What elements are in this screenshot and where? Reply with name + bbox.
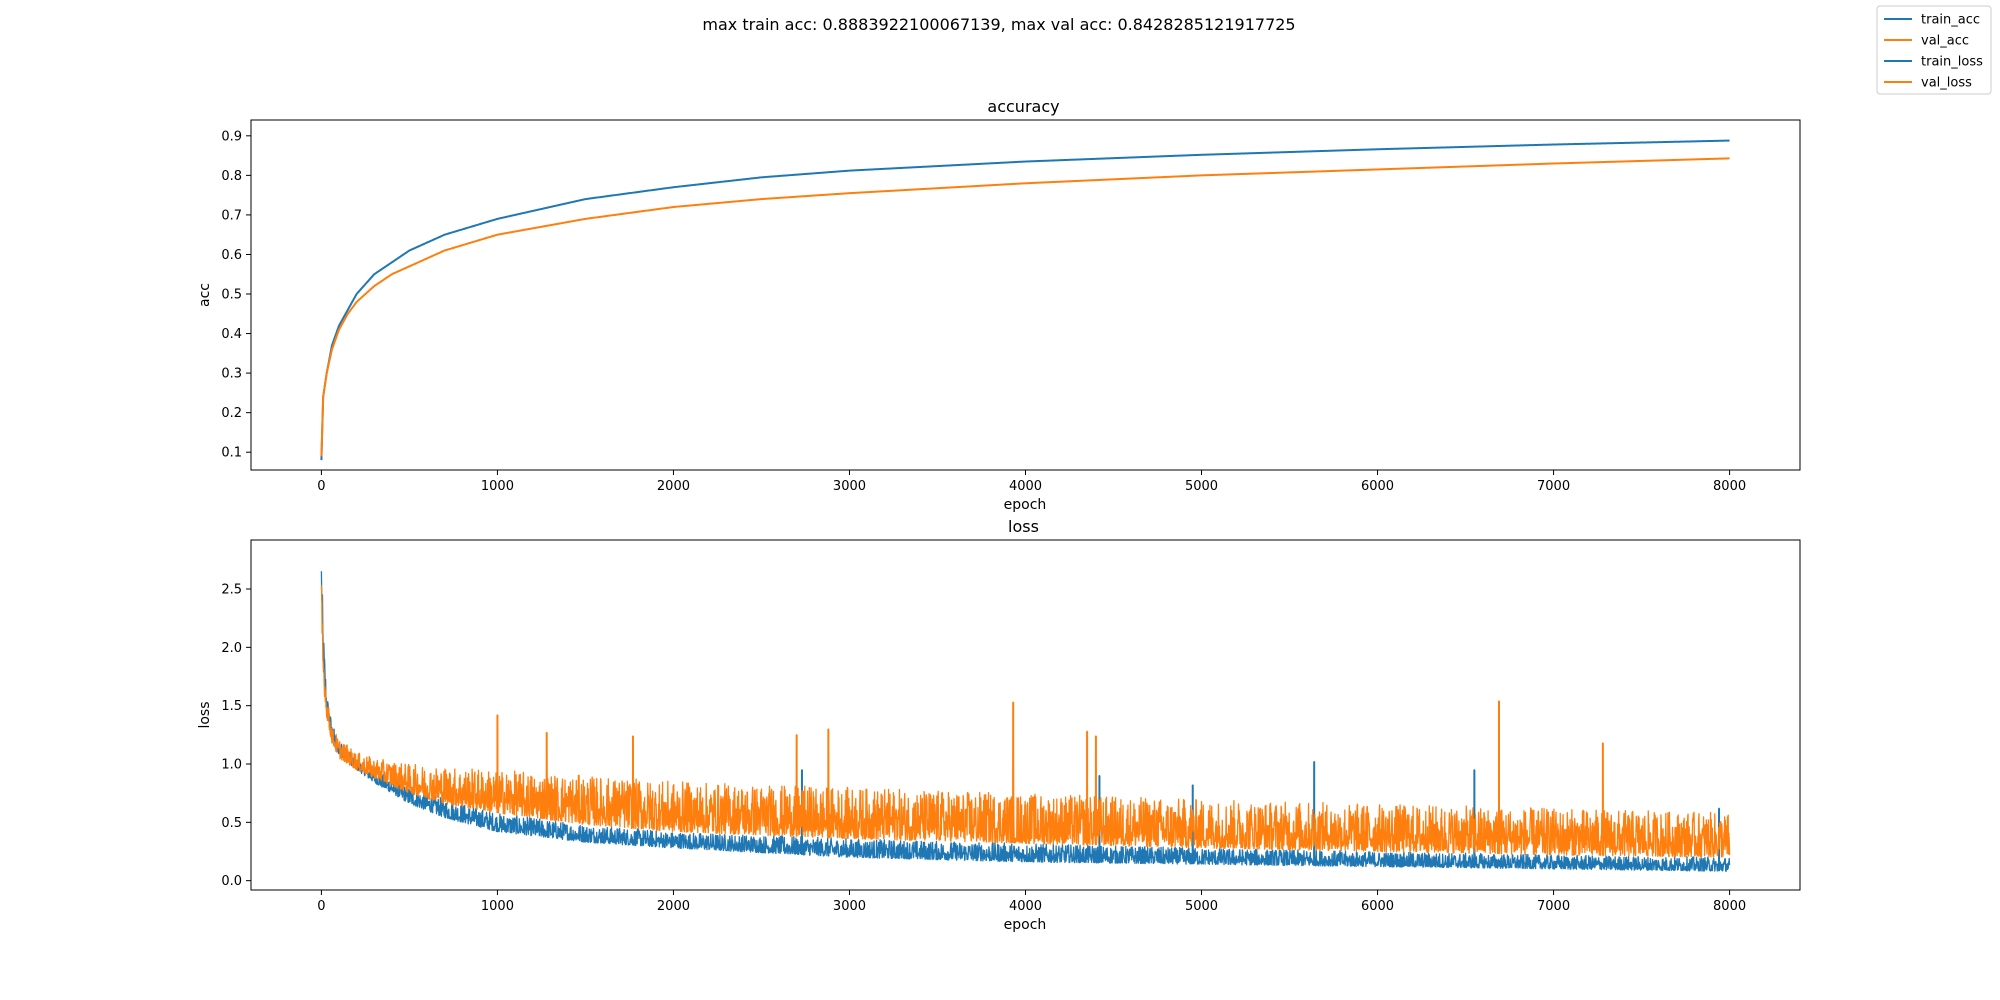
loss-xtick-label: 8000 [1713,899,1746,914]
accuracy-xtick-label: 8000 [1713,479,1746,494]
loss-title: loss [1008,517,1039,536]
accuracy-xtick-label: 3000 [833,479,866,494]
legend-label-val_acc: val_acc [1921,34,1969,49]
loss-xtick-label: 6000 [1361,899,1394,914]
accuracy-ytick-label: 0.8 [221,169,242,184]
loss-ytick-label: 0.0 [221,874,242,889]
accuracy-ytick-label: 0.4 [221,327,242,342]
loss-xtick-label: 2000 [657,899,690,914]
accuracy-xtick-label: 5000 [1185,479,1218,494]
series-line-train_acc [321,141,1729,461]
accuracy-ylabel: acc [197,283,213,307]
legend-label-train_loss: train_loss [1921,55,1983,70]
loss-ytick-label: 1.5 [221,699,242,714]
loss-ylabel: loss [197,701,213,728]
series-line-val_loss [321,585,1729,857]
accuracy-ytick-label: 0.1 [221,446,242,461]
accuracy-xtick-label: 1000 [481,479,514,494]
accuracy-plot-area [321,141,1729,461]
accuracy-ytick-label: 0.7 [221,208,242,223]
loss-plot-area [321,571,1729,871]
accuracy-title: accuracy [987,97,1059,116]
loss-ytick-label: 0.5 [221,816,242,831]
accuracy-xtick-label: 4000 [1009,479,1042,494]
figure-suptitle: max train acc: 0.8883922100067139, max v… [702,15,1295,34]
loss-axes: loss 0 1000 2000 3000 4000 5000 6000 7000 8000 0.… [197,517,1800,933]
loss-xtick-label: 1000 [481,899,514,914]
accuracy-ytick-label: 0.6 [221,248,242,263]
legend: train_acc val_acc train_loss val_loss [1877,6,1991,94]
legend-label-val_loss: val_loss [1921,76,1972,91]
loss-xtick-label: 3000 [833,899,866,914]
accuracy-xlabel: epoch [1004,497,1047,513]
accuracy-ytick-label: 0.2 [221,406,242,421]
accuracy-xtick-label: 0 [317,479,325,494]
loss-xtick-label: 7000 [1537,899,1570,914]
accuracy-frame [251,120,1800,470]
loss-xtick-label: 0 [317,899,325,914]
loss-ytick-label: 1.0 [221,758,242,773]
accuracy-ytick-label: 0.9 [221,129,242,144]
accuracy-xtick-label: 2000 [657,479,690,494]
legend-label-train_acc: train_acc [1921,13,1980,28]
accuracy-ytick-label: 0.5 [221,288,242,303]
loss-ytick-label: 2.5 [221,583,242,598]
accuracy-ytick-label: 0.3 [221,367,242,382]
series-line-val_acc [321,158,1729,456]
accuracy-axes: accuracy 0 1000 2000 3000 4000 5000 6000 7000 80… [197,97,1800,513]
loss-xlabel: epoch [1004,917,1047,933]
loss-ytick-label: 2.0 [221,641,242,656]
loss-xtick-label: 4000 [1009,899,1042,914]
accuracy-xtick-label: 6000 [1361,479,1394,494]
accuracy-xtick-label: 7000 [1537,479,1570,494]
accuracy-ticks: 0 1000 2000 3000 4000 5000 6000 7000 8000 0.1 0.2 0… [221,129,1746,494]
loss-xtick-label: 5000 [1185,899,1218,914]
